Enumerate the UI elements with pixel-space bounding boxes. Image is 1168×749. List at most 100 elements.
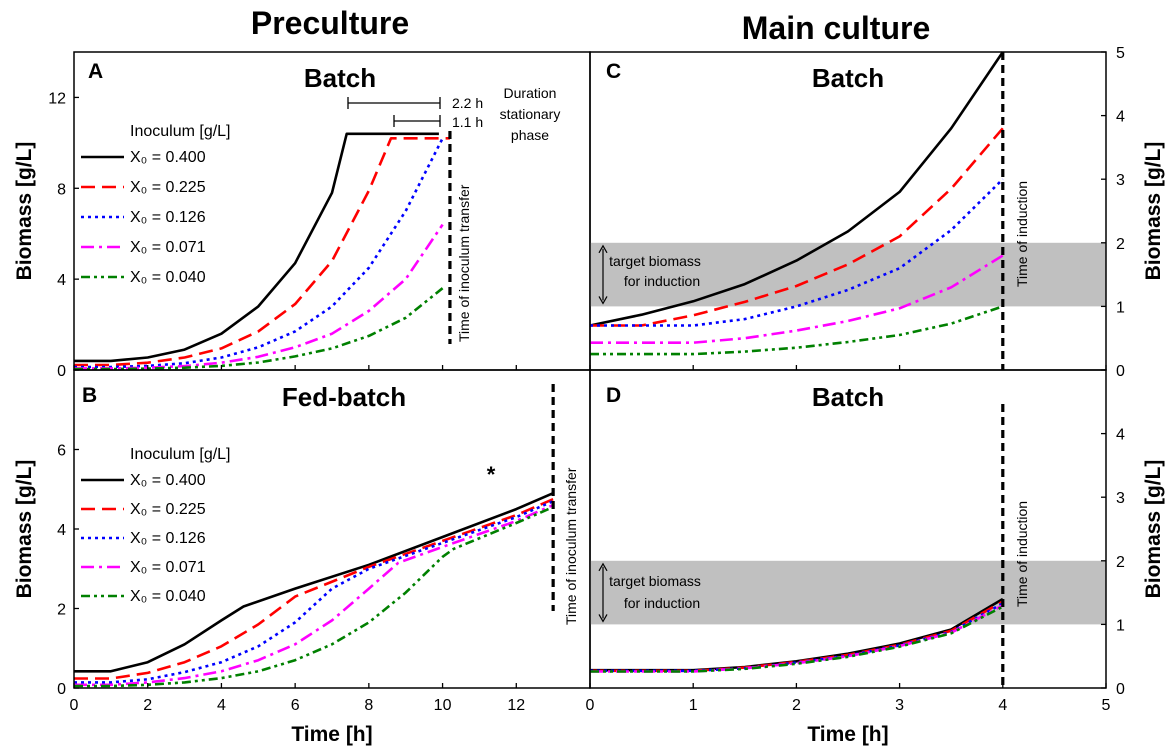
series-line-c-1 <box>589 51 1004 327</box>
y-axis-label-d: Biomass [g/L] <box>1142 460 1165 599</box>
x-tick-label: 2 <box>792 697 801 714</box>
panel-b-annotations: * Time of inoculum transfer <box>487 462 579 625</box>
series-line-d-4 <box>590 604 1004 673</box>
target-range-arrow <box>598 244 608 305</box>
panel-b: 0 2 4 6 0 2 4 6 8 10 12 B Fed-batch Biomass [g/L] Time… <box>13 369 591 746</box>
series-line-c-2 <box>590 127 1004 327</box>
y-axis-label-c: Biomass [g/L] <box>1142 142 1165 281</box>
series-line-d-5 <box>590 605 1004 673</box>
legend-title: Inoculum [g/L] <box>130 446 231 463</box>
y-tick-label: 4 <box>57 272 66 289</box>
duration-label-3: phase <box>511 127 549 143</box>
legend-entry-2: X₀ = 0.225 <box>130 179 206 196</box>
duration-label-1: Duration <box>504 85 557 101</box>
panel-letter-b: B <box>82 384 97 407</box>
x-tick-label: 0 <box>70 697 79 714</box>
header-main-culture: Main culture <box>742 10 930 46</box>
y-tick-label: 2 <box>1116 554 1125 571</box>
panel-d-annotations: target biomass for induction Time of ind… <box>609 501 1030 611</box>
x-tick-label: 1 <box>689 697 698 714</box>
series-line-b-2 <box>74 498 554 680</box>
bracket-2-2h <box>347 97 441 109</box>
target-biomass-band <box>590 242 1106 307</box>
y-tick-label: 4 <box>1116 109 1125 126</box>
target-label-d-2: for induction <box>624 595 700 611</box>
series-line-b-1 <box>74 492 554 673</box>
panel-title-a: Batch <box>304 63 376 93</box>
legend-entry-1: X₀ = 0.400 <box>130 149 206 166</box>
series-line-c-4 <box>590 254 1004 345</box>
y-axis-label-a: Biomass [g/L] <box>13 142 36 281</box>
legend-entry-3: X₀ = 0.126 <box>130 530 206 547</box>
bracket-1-1h-label: 1.1 h <box>452 114 483 130</box>
panel-title-b: Fed-batch <box>282 382 406 412</box>
inoculum-transfer-label-a: Time of inoculum transfer <box>456 184 472 342</box>
series-line-b-4 <box>74 503 554 687</box>
x-tick-label: 0 <box>586 697 595 714</box>
duration-label-2: stationary <box>500 106 561 122</box>
legend-entry-5: X₀ = 0.040 <box>130 588 206 605</box>
panel-c-annotations: target biomass for induction Time of ind… <box>609 181 1030 289</box>
panel-a: 0 4 8 12 A Batch Biomass [g/L] <box>13 51 591 380</box>
series-line-a-5 <box>74 287 444 371</box>
panel-letter-a: A <box>88 60 103 83</box>
legend-entry-5: X₀ = 0.040 <box>130 269 206 286</box>
header-preculture: Preculture <box>251 5 409 41</box>
series-line-a-2 <box>74 137 450 367</box>
legend-title: Inoculum [g/L] <box>130 123 231 140</box>
target-label-c-1: target biomass <box>609 253 701 269</box>
x-tick-label: 8 <box>364 697 373 714</box>
plot-frame-d <box>589 369 1107 689</box>
panel-letter-c: C <box>606 60 621 83</box>
series-line-b-3 <box>74 500 554 684</box>
series-line-c-5 <box>590 305 1004 356</box>
bracket-1-1h <box>393 115 441 127</box>
asterisk-mark: * <box>487 462 496 487</box>
target-label-d-1: target biomass <box>609 573 701 589</box>
y-tick-label: 8 <box>57 181 66 198</box>
y-tick-label: 3 <box>1116 490 1125 507</box>
inoculum-transfer-label-b: Time of inoculum transfer <box>563 467 579 625</box>
y-tick-label: 12 <box>48 90 66 107</box>
series-line-a-1 <box>74 132 439 363</box>
y-tick-label: 5 <box>1116 45 1125 62</box>
legend-entry-2: X₀ = 0.225 <box>130 501 206 518</box>
induction-label-c: Time of induction <box>1014 181 1030 287</box>
series-line-b-5 <box>74 505 554 688</box>
bracket-2-2h-label: 2.2 h <box>452 95 483 111</box>
target-biomass-band <box>590 560 1106 625</box>
y-tick-label: 3 <box>1116 172 1125 189</box>
y-axis-label-b: Biomass [g/L] <box>13 460 36 599</box>
y-tick-label: 6 <box>57 443 66 460</box>
x-tick-label: 10 <box>434 697 452 714</box>
x-tick-label: 4 <box>217 697 226 714</box>
x-tick-label: 5 <box>1102 697 1111 714</box>
panel-title-d: Batch <box>812 382 884 412</box>
y-tick-label: 0 <box>57 363 66 380</box>
plot-frame-b <box>73 369 591 689</box>
y-tick-label: 1 <box>1116 617 1125 634</box>
y-tick-label: 0 <box>57 681 66 698</box>
target-range-arrow <box>598 562 608 623</box>
y-tick-label: 2 <box>57 602 66 619</box>
induction-label-d: Time of induction <box>1014 501 1030 607</box>
panel-letter-d: D <box>606 384 621 407</box>
legend-entry-3: X₀ = 0.126 <box>130 209 206 226</box>
y-tick-label: 4 <box>1116 427 1125 444</box>
panel-d: 0 1 2 3 4 0 1 2 3 4 5 D Batch Biomass [g/L] Time [h] <box>586 369 1165 746</box>
panel-title-c: Batch <box>812 63 884 93</box>
x-tick-label: 3 <box>895 697 904 714</box>
panel-a-annotations: Duration stationary phase 2.2 h 1.1 h Ti… <box>347 85 561 342</box>
x-tick-label: 12 <box>507 697 525 714</box>
legend-b: Inoculum [g/L] X₀ = 0.400 X₀ = 0.225 X₀ = 0… <box>81 446 231 605</box>
legend-entry-4: X₀ = 0.071 <box>130 239 206 256</box>
x-axis-label-b: Time [h] <box>291 723 372 746</box>
panel-c: 0 1 2 3 4 5 C Batch Biomass [g/L] <box>589 45 1165 380</box>
x-tick-label: 2 <box>143 697 152 714</box>
y-tick-label: 2 <box>1116 236 1125 253</box>
target-label-c-2: for induction <box>624 273 700 289</box>
y-tick-label: 4 <box>57 522 66 539</box>
y-tick-label: 0 <box>1116 681 1125 698</box>
legend-entry-1: X₀ = 0.400 <box>130 472 206 489</box>
